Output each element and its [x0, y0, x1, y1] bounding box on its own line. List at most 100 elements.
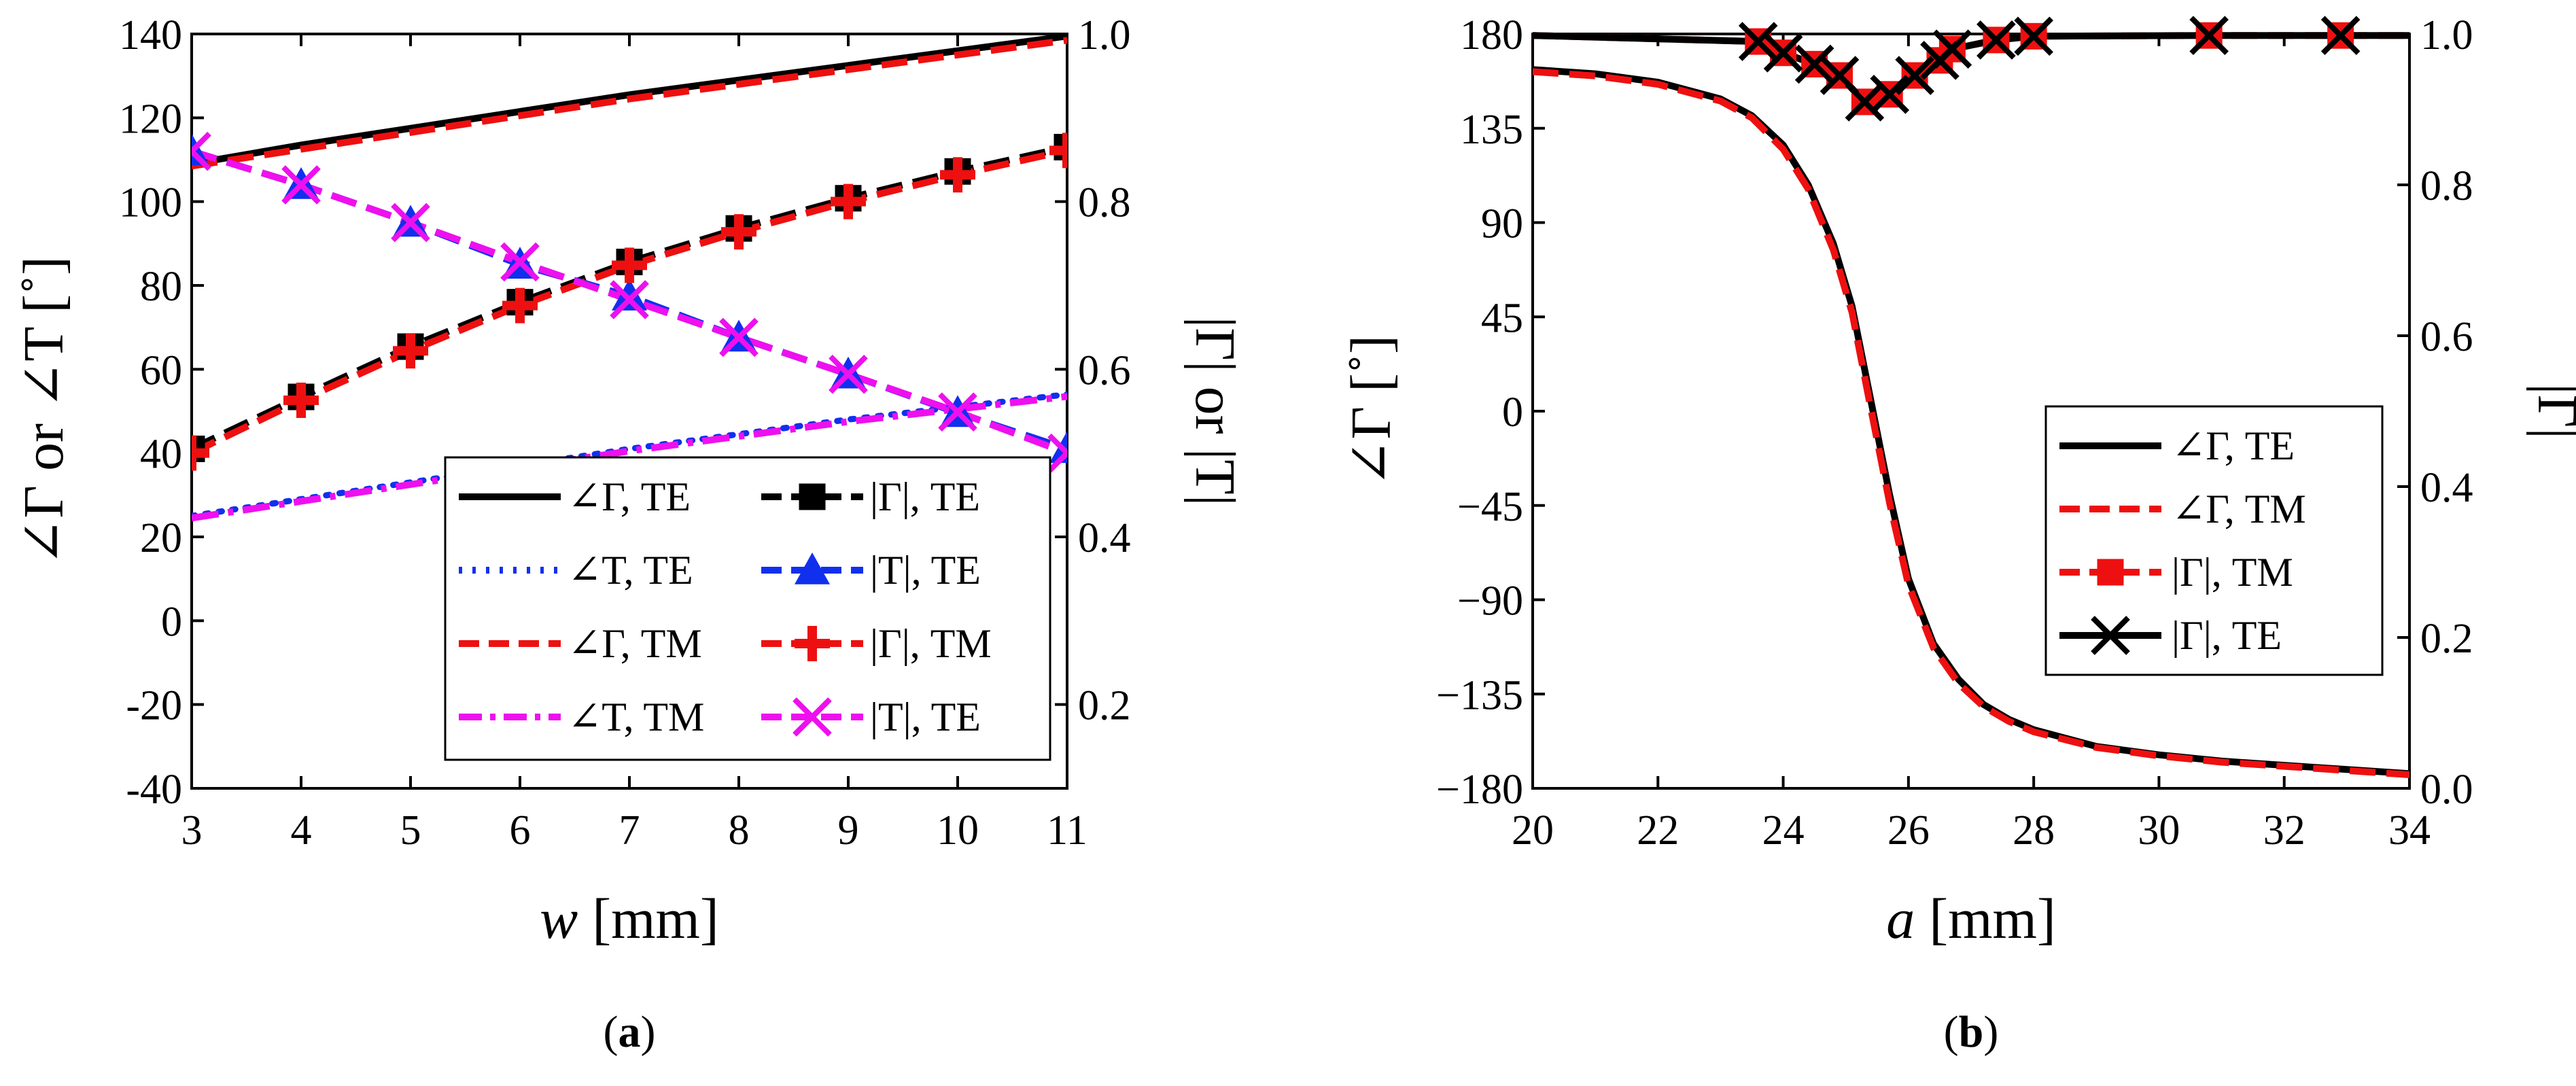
series-marker-3 — [1895, 56, 1934, 95]
series-marker-3 — [2014, 16, 2053, 56]
series-marker-3 — [2189, 16, 2229, 56]
x-tick-label: 28 — [2013, 807, 2055, 854]
x-tick-label: 11 — [1047, 807, 1087, 854]
legend-label-0: ∠Γ, TE — [568, 474, 691, 519]
caption-letter: b — [1959, 1007, 1984, 1057]
series-marker-7 — [500, 242, 540, 282]
y-left-tick-label: −180 — [1436, 767, 1523, 813]
y-right-tick-label: 0.6 — [1078, 347, 1131, 393]
series-marker-3 — [1845, 82, 1885, 122]
y-right-tick-label: 0.0 — [2420, 767, 2473, 813]
series-marker-6 — [940, 157, 975, 193]
x-tick-label: 32 — [2263, 807, 2305, 854]
x-tick-label: 6 — [510, 807, 531, 854]
legend-label-6: |Γ|, TM — [870, 621, 992, 666]
series-marker-7 — [281, 165, 321, 205]
x-tick-label: 24 — [1762, 807, 1805, 854]
y-left-tick-label: −90 — [1457, 578, 1523, 625]
series-marker-7 — [719, 317, 759, 357]
series-marker-3 — [1794, 44, 1834, 84]
y-right-axis-label: |Γ| or |T| — [1183, 316, 1247, 506]
y-left-tick-label: 120 — [119, 96, 182, 142]
series-line-3 — [1533, 32, 2409, 105]
legend-label-3: ∠T, TM — [568, 695, 704, 739]
legend-marker-4 — [799, 483, 826, 510]
legend-label-5: |T|, TE — [870, 548, 981, 593]
x-tick-label: 20 — [1512, 807, 1554, 854]
caption-open: ( — [604, 1007, 619, 1057]
x-tick-label: 30 — [2138, 807, 2180, 854]
series-marker-6 — [502, 287, 538, 323]
x-tick-label: 7 — [619, 807, 640, 854]
series-marker-5 — [612, 279, 647, 311]
legend-marker-5 — [795, 553, 830, 584]
legend-marker-6 — [795, 626, 830, 661]
y-left-tick-label: 100 — [119, 180, 182, 226]
x-tick-label: 5 — [400, 807, 421, 854]
y-right-tick-label: 0.8 — [1078, 180, 1131, 226]
y-left-tick-label: 60 — [140, 347, 182, 393]
y-left-tick-label: 90 — [1481, 201, 1523, 247]
series-marker-3 — [2320, 16, 2361, 56]
caption-open: ( — [1944, 1007, 1959, 1057]
series-marker-6 — [1049, 133, 1067, 169]
series-marker-7 — [610, 280, 649, 319]
y-right-tick-label: 1.0 — [1078, 12, 1131, 58]
x-axis-label: w [mm] — [540, 888, 719, 951]
series-marker-7 — [829, 354, 868, 394]
y-right-tick-label: 0.2 — [1078, 683, 1131, 729]
legend-marker-3 — [2091, 616, 2130, 655]
y-left-tick-label: −135 — [1436, 672, 1523, 718]
x-axis-label: a [mm] — [1886, 888, 2056, 951]
series-marker-3 — [1932, 29, 1972, 69]
series-marker-7 — [1047, 433, 1067, 473]
y-left-tick-label: −45 — [1457, 484, 1523, 530]
y-right-axis-label: |Γ| — [2526, 383, 2576, 439]
y-left-tick-label: 140 — [119, 12, 182, 58]
panel-a: 3 4 5 6 7 8 9 10 11 -40 -20 0 20 40 60 80 100 120 140 0.2 0.… — [12, 12, 1247, 1057]
series-marker-3 — [1870, 74, 1910, 114]
legend-marker-7 — [793, 697, 832, 737]
series-marker-5 — [1049, 431, 1067, 463]
series-line-0 — [192, 33, 1067, 168]
y-left-tick-label: -40 — [126, 767, 182, 813]
legend-label-1: ∠Γ, TM — [2172, 487, 2306, 531]
series-marker-7 — [391, 203, 430, 243]
y-left-axis-label: ∠Γ or ∠T [˚] — [12, 256, 75, 566]
x-tick-label: 4 — [291, 807, 312, 854]
series-group — [192, 33, 1067, 522]
panel-caption: (a) — [604, 1007, 656, 1057]
y-left-tick-label: 180 — [1460, 12, 1523, 58]
y-right-tick-label: 0.8 — [2420, 163, 2473, 209]
caption-letter: a — [619, 1007, 641, 1057]
caption-close: ) — [641, 1007, 656, 1057]
series-marker-6 — [283, 382, 319, 418]
series-marker-6 — [393, 333, 428, 369]
x-tick-label: 22 — [1637, 807, 1679, 854]
panel-caption: (b) — [1944, 1007, 1999, 1057]
y-left-tick-label: 45 — [1481, 295, 1523, 341]
y-right-tick-label: 1.0 — [2420, 12, 2473, 58]
series-marker-6 — [612, 247, 647, 283]
x-tick-label: 9 — [838, 807, 859, 854]
caption-close: ) — [1983, 1007, 1998, 1057]
legend-label-3: |Γ|, TE — [2172, 613, 2282, 658]
x-axis-label-var: w — [540, 888, 578, 951]
y-right-tick-label: 0.4 — [1078, 515, 1131, 561]
legend-label-2: |Γ|, TM — [2172, 550, 2293, 595]
series-marker-3 — [1977, 20, 2016, 60]
y-left-tick-label: 0 — [161, 599, 182, 645]
legend-label-2: ∠Γ, TM — [568, 621, 702, 666]
y-right-tick-label: 0.2 — [2420, 616, 2473, 662]
series-line-3 — [192, 393, 1067, 522]
legend-label-1: ∠T, TE — [568, 548, 693, 593]
series-marker-7 — [192, 131, 211, 171]
y-right-tick-label: 0.6 — [2420, 314, 2473, 360]
y-left-tick-label: 20 — [140, 515, 182, 561]
x-tick-label: 26 — [1887, 807, 1930, 854]
y-left-tick-label: 80 — [140, 264, 182, 310]
y-left-axis-label: ∠Γ [˚] — [1340, 335, 1403, 487]
x-tick-label: 3 — [181, 807, 203, 854]
y-left-tick-label: 135 — [1460, 107, 1523, 153]
series-marker-6 — [721, 214, 756, 250]
